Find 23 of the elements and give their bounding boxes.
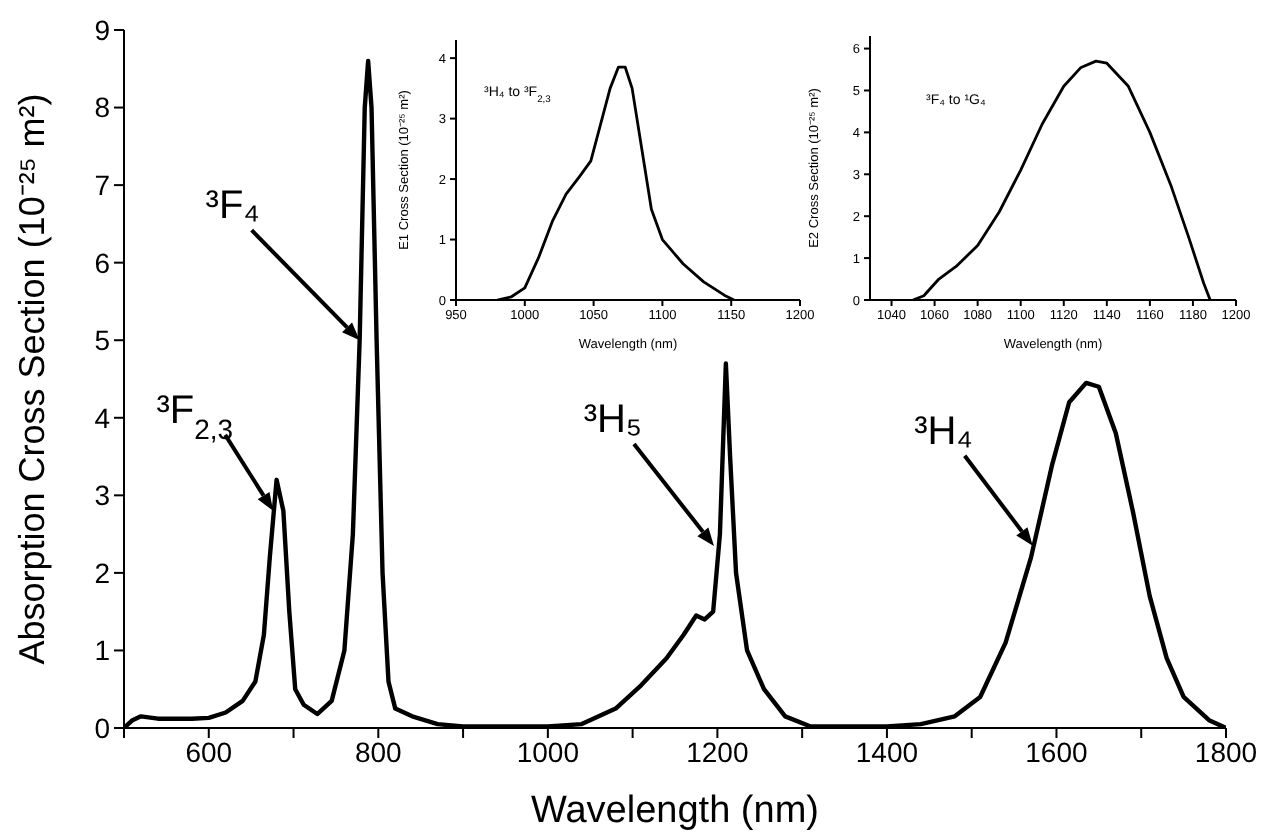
y-tick-label: 4: [94, 401, 111, 434]
y-tick-label: 1: [94, 634, 111, 667]
y-tick-label: 7: [94, 169, 111, 202]
x-tick-label: 1200: [686, 735, 749, 768]
x-tick-label: 1400: [855, 735, 919, 768]
annotation: ³F$_{2,3}$: [156, 388, 234, 445]
x-tick-label: 1000: [516, 735, 580, 768]
y-tick-label: 0: [94, 711, 111, 744]
annotation: ³H₅: [583, 398, 642, 442]
x-tick-label: 800: [354, 735, 403, 768]
annotation: ³F₄: [205, 184, 260, 229]
x-tick-label: 600: [185, 735, 233, 768]
y-tick-label: 9: [94, 13, 111, 46]
y-tick-label: 6: [94, 246, 111, 279]
x-tick-label: 1600: [1025, 735, 1089, 768]
y-tick-label: 3: [94, 479, 111, 512]
y-tick-label: 2: [94, 556, 111, 589]
y-axis-title: Absorption Cross Section (10⁻²⁵ m²): [12, 93, 52, 665]
x-tick-label: 1800: [1194, 735, 1258, 768]
x-axis-title: Wavelength (nm): [531, 790, 819, 832]
y-tick-label: 5: [94, 324, 111, 357]
annotation: ³H₄: [914, 409, 973, 454]
y-tick-label: 8: [94, 91, 111, 124]
